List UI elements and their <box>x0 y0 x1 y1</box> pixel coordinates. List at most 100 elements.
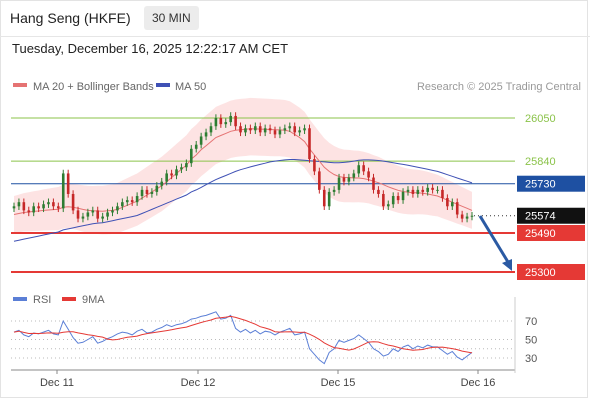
candle-body <box>234 115 237 127</box>
candle-body <box>401 191 405 201</box>
candle-body <box>263 128 267 133</box>
candle-body <box>367 171 370 178</box>
ma50-legend-label: MA 50 <box>175 81 206 93</box>
timeframe-badge[interactable]: 30 MIN <box>144 6 199 30</box>
rsi-legend-swatch <box>13 297 27 301</box>
forecast-arrow-shaft <box>478 215 510 263</box>
instrument-title: Hang Seng (HKFE) <box>10 10 131 26</box>
candle-body <box>130 200 134 203</box>
level-badge-25490 <box>517 224 585 241</box>
candle-body <box>116 206 119 211</box>
level-label-25840: 25840 <box>525 156 556 168</box>
candle-body <box>204 132 208 137</box>
rsi-legend-label: RSI <box>33 294 51 306</box>
candle-body <box>386 204 390 207</box>
candle-body <box>411 189 415 194</box>
candle-body <box>318 171 321 190</box>
candle-body <box>229 115 232 123</box>
candle-body <box>258 126 262 133</box>
candle-body <box>273 130 277 135</box>
ma50-line <box>13 159 473 242</box>
candle-body <box>352 173 356 178</box>
candle-body <box>431 187 434 190</box>
level-badge-25574 <box>517 207 585 224</box>
candle-body <box>57 206 60 209</box>
candle-body <box>61 173 65 209</box>
level-badge-25730 <box>517 175 585 192</box>
candle-body <box>37 206 40 209</box>
ma20-line <box>13 128 473 215</box>
candle-body <box>303 128 306 131</box>
candle-body <box>470 215 474 217</box>
candle-body <box>170 173 173 176</box>
candle-body <box>135 196 139 203</box>
candle-body <box>283 128 287 131</box>
candle-body <box>86 212 90 217</box>
candle-body <box>446 198 449 207</box>
ma50-legend-swatch <box>156 83 170 87</box>
candle-body <box>391 196 395 205</box>
x-tick-label: Dec 15 <box>321 377 356 389</box>
rsi-ma-line <box>13 315 473 354</box>
candle-body <box>160 181 164 186</box>
rsi-axis-label-70: 70 <box>525 316 537 328</box>
candle-body <box>96 210 100 219</box>
candle-body <box>214 118 218 127</box>
level-label-26050: 26050 <box>525 113 556 125</box>
x-tick-label: Dec 16 <box>461 377 496 389</box>
candle-body <box>322 189 326 207</box>
candle-body <box>17 202 21 207</box>
level-label-25574: 25574 <box>525 211 556 223</box>
candle-body <box>42 204 45 209</box>
candle-body <box>150 191 154 194</box>
candle-body <box>396 196 400 201</box>
copyright-text: Research © 2025 Trading Central <box>417 81 581 93</box>
candle-body <box>436 189 439 191</box>
candle-body <box>27 210 31 213</box>
candle-body <box>81 216 85 219</box>
candle-body <box>406 189 410 192</box>
level-label-25300: 25300 <box>525 267 556 279</box>
rsi-ma-legend-swatch <box>62 297 76 301</box>
candle-body <box>106 212 109 217</box>
candle-body <box>308 128 311 160</box>
candle-body <box>47 202 50 205</box>
candle-body <box>224 122 228 125</box>
chart-header: Hang Seng (HKFE) 30 MIN <box>0 0 590 37</box>
candle-body <box>71 193 75 211</box>
x-tick-label: Dec 11 <box>40 377 74 389</box>
rsi-line <box>13 311 473 365</box>
x-tick-label: Dec 12 <box>181 377 216 389</box>
candle-body <box>254 126 257 131</box>
level-label-25730: 25730 <box>525 179 556 191</box>
candle-body <box>52 202 55 207</box>
candle-body <box>239 126 242 133</box>
candle-body <box>199 136 203 145</box>
candle-body <box>451 202 454 207</box>
candle-body <box>249 128 252 131</box>
candle-body <box>372 177 375 190</box>
candle-body <box>22 202 26 211</box>
candle-body <box>219 118 223 125</box>
candle-body <box>185 163 188 168</box>
candle-body <box>209 126 213 133</box>
candle-body <box>441 189 444 199</box>
ma20-legend-swatch <box>13 83 27 87</box>
candle-body <box>342 177 346 182</box>
candle-body <box>101 216 104 219</box>
candle-body <box>293 126 297 133</box>
candle-body <box>327 191 331 207</box>
candle-body <box>455 202 459 215</box>
candle-body <box>32 206 35 213</box>
candle-body <box>175 169 178 176</box>
candle-body <box>421 189 425 192</box>
candle-body <box>12 206 16 209</box>
rsi-axis-label-30: 30 <box>525 353 537 365</box>
candle-body <box>278 130 282 135</box>
candle-body <box>180 167 183 170</box>
candle-body <box>347 177 351 182</box>
candle-body <box>313 159 316 172</box>
candle-body <box>145 189 149 194</box>
candle-body <box>140 189 144 197</box>
